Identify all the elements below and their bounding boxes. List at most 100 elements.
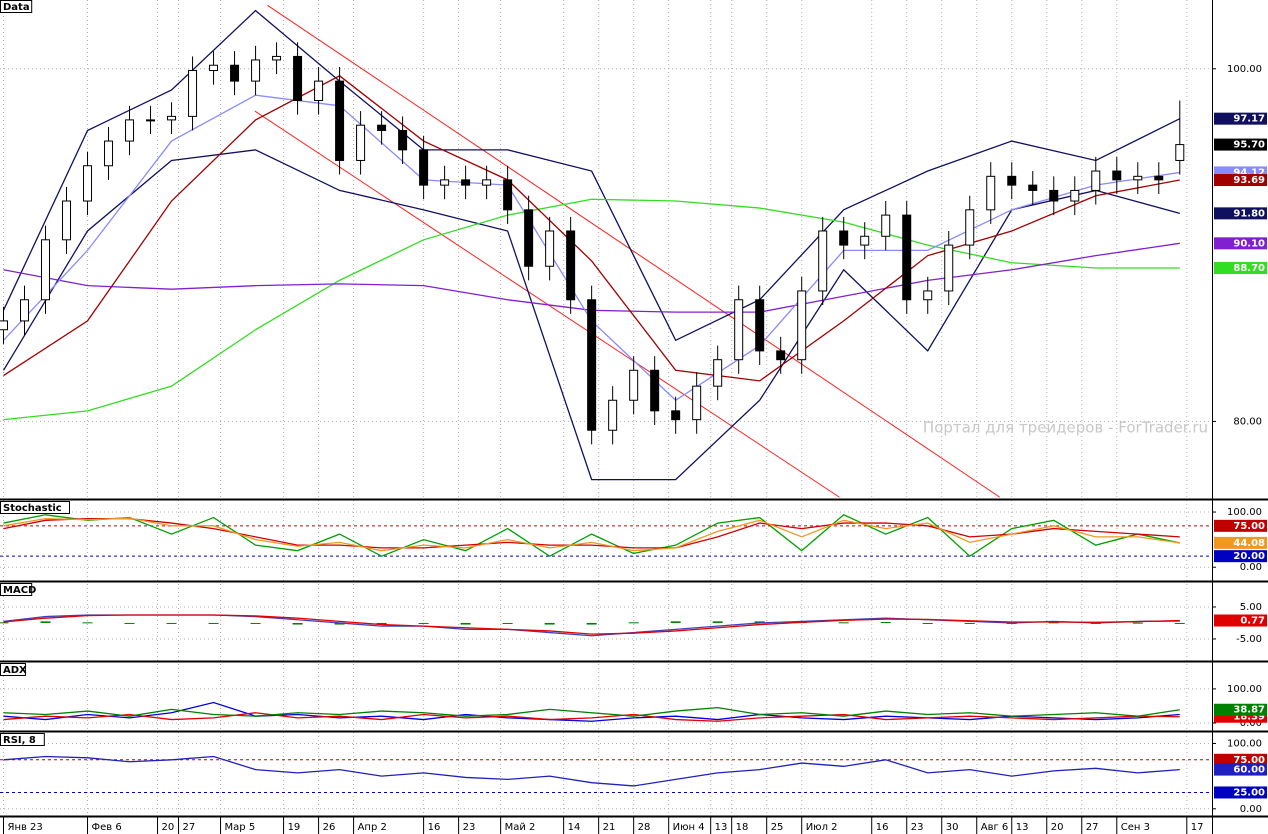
value-tag <box>1214 703 1267 716</box>
histogram-bar <box>922 622 933 624</box>
indicator-line <box>3 712 1180 722</box>
candle-body <box>1154 175 1164 181</box>
value-tag-label: 93.69 <box>1233 175 1265 186</box>
candle-body <box>251 59 261 82</box>
x-tick-label: 27 <box>183 822 196 833</box>
histogram-bar <box>208 622 219 624</box>
x-tick-label: 13 <box>715 822 728 833</box>
value-tag <box>1214 519 1267 532</box>
candle-body <box>902 214 912 301</box>
x-tick-label: 20 <box>162 822 175 833</box>
candle-body <box>104 140 114 167</box>
value-tag <box>1214 550 1267 563</box>
candle-body <box>167 115 177 121</box>
x-tick-label: Сен 3 <box>1121 822 1150 833</box>
indicator-line <box>3 514 1180 557</box>
candle-body <box>1091 170 1101 191</box>
candle-body <box>734 299 744 361</box>
trend-line <box>267 4 1001 498</box>
candle-body <box>1007 175 1017 186</box>
x-tick-label: Июл 2 <box>806 822 838 833</box>
indicator-line <box>3 701 1180 722</box>
x-tick-label: 16 <box>428 822 441 833</box>
panel-title: MACD <box>3 585 36 596</box>
x-tick-label: 16 <box>876 822 889 833</box>
value-tag <box>1214 763 1267 776</box>
candle-body <box>398 129 408 151</box>
panel-title-box <box>0 663 26 676</box>
plot-area <box>0 4 1185 498</box>
histogram-bar <box>712 621 723 623</box>
x-tick-label: 19 <box>288 822 301 833</box>
value-tag-label: 20.00 <box>1233 551 1265 562</box>
x-tick-label: 20 <box>1051 822 1064 833</box>
candle-body <box>419 149 429 186</box>
candle-body <box>272 55 282 61</box>
candle-body <box>1112 170 1122 181</box>
candle-body <box>377 124 387 131</box>
histogram-bar <box>166 622 177 624</box>
value-tag-label: 94.12 <box>1233 167 1265 178</box>
y-tick-label: 100.00 <box>1227 738 1262 749</box>
watermark: Портал для трейдеров - ForTrader.ru <box>923 419 1208 437</box>
indicator-line <box>3 518 1180 549</box>
plot-area <box>3 514 1180 557</box>
histogram-bar <box>376 622 387 625</box>
histogram-bar <box>0 622 9 624</box>
x-tick-label: 27 <box>1086 822 1099 833</box>
candle-body <box>503 179 513 211</box>
plot-area <box>0 614 1185 637</box>
value-tag <box>1214 614 1267 627</box>
x-tick-label: 18 <box>736 822 749 833</box>
x-tick-label: Апр 2 <box>358 822 387 833</box>
candle-body <box>188 70 198 117</box>
x-tick-label: Май 2 <box>505 822 536 833</box>
indicator-line <box>3 706 1180 717</box>
candle-body <box>776 350 786 361</box>
y-tick-label: 0.00 <box>1240 718 1262 729</box>
x-tick-label: 23 <box>911 822 924 833</box>
histogram-bar <box>292 622 303 625</box>
plot-area <box>3 755 1180 787</box>
value-tag <box>1214 536 1267 549</box>
candle-body <box>608 399 618 431</box>
candle-body <box>1028 184 1038 191</box>
x-tick-label: 17 <box>1191 822 1204 833</box>
histogram-bar <box>334 622 345 625</box>
candle-body <box>20 299 30 322</box>
value-tag-label: 95.70 <box>1233 140 1265 151</box>
candle-body <box>482 179 492 186</box>
candle-body <box>209 64 219 72</box>
panel-title-box <box>0 733 45 746</box>
candle-body <box>1049 189 1059 202</box>
candle-body <box>797 290 807 361</box>
value-tag <box>1214 753 1267 766</box>
histogram-bar <box>880 622 891 623</box>
value-tag-label: 88.70 <box>1233 263 1265 274</box>
panel-title: RSI, 8 <box>3 735 36 746</box>
value-tag <box>1214 207 1267 220</box>
y-tick-label: 100.00 <box>1227 684 1262 695</box>
y-tick-label: 100.00 <box>1227 64 1262 75</box>
candle-body <box>461 179 471 186</box>
x-tick-label: 26 <box>323 822 336 833</box>
x-tick-label: Авг 6 <box>981 822 1009 833</box>
value-tag <box>1214 174 1267 187</box>
histogram-bar <box>82 622 93 624</box>
histogram-bar <box>1132 622 1143 624</box>
panel-title-box <box>0 501 70 514</box>
panel-title: Stochastic <box>3 503 62 514</box>
candle-body <box>293 55 303 102</box>
value-tag <box>1214 786 1267 799</box>
histogram-bar <box>670 621 681 623</box>
candle-body <box>923 290 933 301</box>
y-tick-label: 0.00 <box>1240 562 1262 573</box>
value-tag <box>1214 112 1267 125</box>
value-tag-label: 60.00 <box>1233 765 1265 776</box>
candle-body <box>314 80 324 102</box>
y-tick-label: 0.00 <box>1240 804 1262 815</box>
x-tick-label: Янв 23 <box>8 822 43 833</box>
value-tag-label: 18.39 <box>1233 712 1265 723</box>
histogram-bar <box>460 622 471 625</box>
